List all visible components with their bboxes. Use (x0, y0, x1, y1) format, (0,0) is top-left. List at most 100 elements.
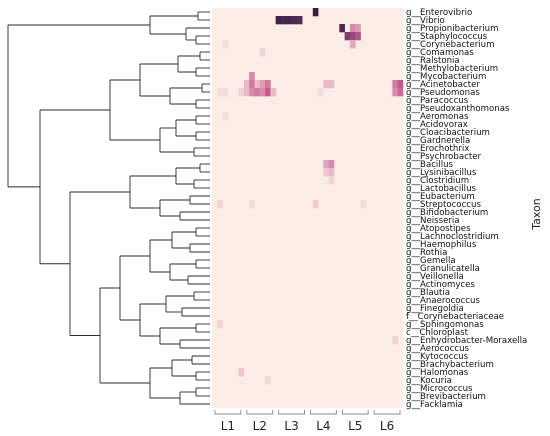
taxon-label: g__Bacillus (406, 160, 454, 170)
heatmap-cell (243, 88, 250, 97)
heatmap-cell (249, 72, 255, 81)
heatmap-cell (238, 88, 245, 97)
heatmap-cell (249, 88, 255, 97)
taxon-label: g__Enhydrobacter-Moraxella (406, 336, 527, 346)
taxon-label: g__Psychrobacter (406, 152, 482, 162)
heatmap-cell (392, 80, 398, 89)
heatmap-background (212, 8, 403, 408)
heatmap-cell (222, 40, 229, 49)
taxon-label: g__Erochothrix (406, 144, 469, 154)
heatmap-cell (270, 88, 276, 97)
group-bracket (373, 410, 401, 415)
taxon-label: g__Paracoccus (406, 96, 469, 106)
heatmap-cell (296, 16, 303, 25)
heatmap-cell (222, 112, 229, 121)
taxon-label: g__Lysinibacillus (406, 168, 477, 178)
heatmap-cell (328, 80, 335, 89)
taxon-label: g__Actinomyces (406, 280, 475, 290)
heatmap-cell (265, 80, 271, 89)
heatmap-cell (397, 88, 404, 97)
heatmap-cell (355, 32, 361, 41)
group-label: L4 (316, 419, 330, 433)
heatmap-cell (217, 88, 223, 97)
heatmap-cell (259, 48, 266, 57)
group-bracket (278, 410, 305, 415)
taxon-label: g__Atopostipes (406, 224, 471, 234)
taxon-label: g__Granulicatella (406, 264, 480, 274)
taxon-label: g__Blautia (406, 288, 450, 298)
group-bracket (310, 410, 337, 415)
taxon-label: g__Pseudomonas (406, 88, 480, 98)
group-bracket (214, 410, 242, 415)
heatmap-cell (349, 40, 356, 49)
taxon-label: g__Halomonas (406, 368, 469, 378)
heatmap-cell (249, 200, 255, 209)
heatmap-cell (275, 16, 282, 25)
taxon-label: g__Facklamia (406, 400, 463, 410)
y-axis-title: Taxon (530, 198, 543, 231)
group-brackets (214, 410, 401, 415)
heatmap-cell (392, 336, 398, 345)
heatmap-cell (360, 200, 367, 209)
taxon-label: g__Gemella (406, 256, 456, 266)
taxon-label: g__Lactobacillus (406, 184, 477, 194)
taxon-label: g__Ralstonia (406, 56, 460, 66)
taxon-label: f__Corynebacteriaceae (406, 312, 504, 322)
taxon-label: g__Mycobacterium (406, 72, 486, 82)
group-label: L5 (348, 419, 362, 433)
taxon-label: g__Staphylococcus (406, 32, 488, 42)
taxon-label: g__Enterovibrio (406, 8, 472, 18)
heatmap-cell (280, 16, 287, 25)
taxon-label: g__Cloacibacterium (406, 128, 490, 138)
taxon-label: g__Neisseria (406, 216, 460, 226)
heatmap-cell (222, 88, 229, 97)
taxon-label: g__Comamonas (406, 48, 474, 58)
taxon-label: g__Kocuria (406, 376, 452, 386)
heatmap-cell (328, 168, 335, 177)
taxon-label: g__Anaerococcus (406, 296, 480, 306)
taxon-label: g__Acidovorax (406, 120, 468, 130)
taxon-label: g__Finegoldia (406, 304, 464, 314)
heatmap-cell (349, 24, 356, 33)
heatmap-cell (259, 88, 266, 97)
heatmap-cell (291, 16, 298, 25)
heatmap-cell (323, 168, 330, 177)
taxon-label: g__Aerococcus (406, 344, 470, 354)
heatmap-cell (328, 176, 335, 185)
heatmap-cell (392, 88, 398, 97)
group-labels: L1 L2 L3 L4 L5 L6 (221, 419, 394, 433)
group-label: L3 (284, 419, 298, 433)
heatmap-cells (217, 8, 404, 385)
taxon-label: g__Eubacterium (406, 192, 475, 202)
taxon-label: g__Micrococcus (406, 384, 473, 394)
heatmap-cell (318, 88, 324, 97)
taxon-label: g__Rothia (406, 248, 447, 258)
taxon-label: c__Chloroplast (406, 328, 469, 338)
heatmap-cell (344, 32, 351, 41)
taxon-label: g__Veillonella (406, 272, 464, 282)
heatmap-cell (249, 80, 255, 89)
taxon-label: g__Lachnoclostridium (406, 232, 499, 242)
taxon-labels: g__Enterovibriog__Vibriog__Propionibacte… (406, 8, 527, 410)
heatmap-cell (217, 200, 223, 209)
heatmap-cell (339, 24, 345, 33)
heatmap-cell (265, 88, 271, 97)
heatmap-cell (217, 320, 223, 329)
taxon-label: g__Vibrio (406, 16, 445, 26)
heatmap-cell (312, 200, 319, 209)
group-label: L1 (221, 419, 235, 433)
heatmap-cell (265, 376, 271, 385)
heatmap-cell (397, 80, 404, 89)
heatmap-cell (238, 368, 245, 377)
taxon-label: g__Kytococcus (406, 352, 469, 362)
taxon-label: g__Corynebacterium (406, 40, 495, 50)
taxon-label: g__Clostridium (406, 176, 469, 186)
taxon-label: g__Brevibacterium (406, 392, 486, 402)
taxon-label: g__Haemophilus (406, 240, 477, 250)
taxon-label: g__Sphingomonas (406, 320, 484, 330)
group-bracket (341, 410, 369, 415)
taxon-label: g__Streptococcus (406, 200, 481, 210)
heatmap-background-rect (212, 8, 403, 408)
group-label: L6 (380, 419, 394, 433)
